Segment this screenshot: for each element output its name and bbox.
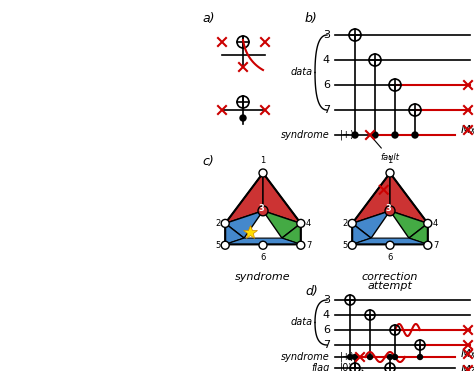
Polygon shape [352, 173, 390, 223]
Circle shape [352, 132, 358, 138]
Text: 1: 1 [260, 156, 265, 165]
Text: flag: flag [311, 363, 330, 371]
Polygon shape [263, 173, 301, 223]
Circle shape [221, 241, 229, 249]
Text: 7: 7 [323, 340, 330, 350]
Text: 7: 7 [323, 105, 330, 115]
Circle shape [297, 219, 305, 227]
Text: syndrome: syndrome [281, 130, 330, 140]
Text: |+⟩: |+⟩ [340, 352, 355, 362]
Circle shape [367, 355, 373, 359]
Text: 4: 4 [433, 219, 438, 228]
Polygon shape [390, 211, 428, 238]
Polygon shape [225, 223, 244, 244]
Circle shape [386, 241, 394, 249]
Text: correction: correction [362, 272, 418, 282]
Circle shape [297, 241, 305, 249]
Text: fault: fault [372, 137, 399, 162]
Text: 7: 7 [433, 241, 438, 250]
Text: 7: 7 [306, 241, 311, 250]
Circle shape [386, 169, 394, 177]
Text: 4: 4 [306, 219, 311, 228]
Text: 3: 3 [323, 295, 330, 305]
Circle shape [385, 206, 395, 216]
Text: $M_X$: $M_X$ [460, 123, 474, 137]
Text: fault: fault [362, 370, 387, 371]
Circle shape [392, 132, 398, 138]
Circle shape [392, 355, 398, 359]
Text: 4: 4 [323, 310, 330, 320]
Text: 6: 6 [260, 253, 266, 262]
Circle shape [259, 169, 267, 177]
Text: data: data [291, 317, 313, 327]
Text: 6: 6 [323, 80, 330, 90]
Circle shape [424, 219, 432, 227]
Text: data: data [291, 67, 313, 77]
Text: |+⟩: |+⟩ [340, 130, 355, 140]
Circle shape [258, 206, 268, 216]
Text: syndrome: syndrome [235, 272, 291, 282]
Circle shape [412, 132, 418, 138]
Text: 2: 2 [215, 219, 220, 228]
Polygon shape [352, 223, 371, 244]
Text: 5: 5 [342, 241, 347, 250]
Circle shape [353, 355, 357, 359]
Circle shape [347, 355, 353, 359]
Circle shape [388, 355, 392, 359]
Polygon shape [282, 223, 301, 244]
Text: syndrome: syndrome [281, 352, 330, 362]
Text: d): d) [305, 285, 318, 298]
Text: 6: 6 [387, 253, 392, 262]
Circle shape [221, 219, 229, 227]
Text: |0⟩: |0⟩ [340, 363, 353, 371]
Text: 5: 5 [215, 241, 220, 250]
Text: b): b) [305, 12, 318, 25]
Circle shape [424, 241, 432, 249]
Circle shape [348, 219, 356, 227]
Polygon shape [225, 211, 263, 238]
Polygon shape [352, 238, 428, 244]
Text: 6: 6 [323, 325, 330, 335]
Circle shape [418, 355, 422, 359]
Text: 2: 2 [342, 219, 347, 228]
Polygon shape [390, 173, 428, 223]
Text: $M_Z$: $M_Z$ [460, 363, 474, 371]
Text: a): a) [202, 12, 215, 25]
Text: 4: 4 [323, 55, 330, 65]
Text: 3: 3 [258, 204, 264, 213]
Polygon shape [225, 238, 301, 244]
Text: 3: 3 [385, 204, 391, 213]
Text: $M_X$: $M_X$ [460, 347, 474, 361]
Polygon shape [263, 211, 301, 238]
Polygon shape [352, 211, 390, 238]
Polygon shape [225, 173, 263, 223]
Circle shape [240, 115, 246, 121]
Text: 3: 3 [323, 30, 330, 40]
Polygon shape [409, 223, 428, 244]
Text: attempt: attempt [367, 281, 412, 291]
Circle shape [372, 132, 378, 138]
Circle shape [259, 241, 267, 249]
Text: 1: 1 [387, 156, 392, 165]
Circle shape [348, 241, 356, 249]
Text: c): c) [202, 155, 214, 168]
